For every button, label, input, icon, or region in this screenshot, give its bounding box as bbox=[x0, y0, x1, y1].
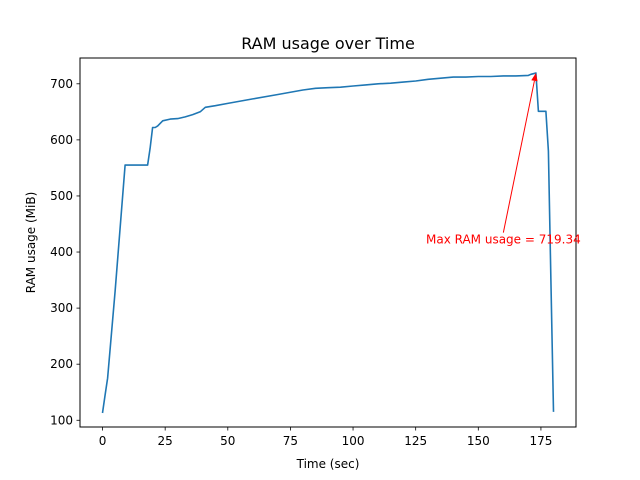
series-line bbox=[101, 72, 555, 414]
annotation-arrow-shaft bbox=[502, 80, 535, 233]
x-tick-label: 150 bbox=[467, 434, 490, 448]
y-tick-label: 600 bbox=[50, 133, 73, 147]
x-tick-label: 175 bbox=[529, 434, 552, 448]
x-tick-label: 25 bbox=[158, 434, 173, 448]
x-axis-label: Time (sec) bbox=[296, 457, 360, 471]
axes-frame bbox=[79, 57, 577, 428]
plot-area bbox=[101, 72, 555, 414]
y-tick-label: 100 bbox=[50, 413, 73, 427]
y-tick-label: 400 bbox=[50, 245, 73, 259]
y-tick-label: 500 bbox=[50, 189, 73, 203]
x-tick-label: 100 bbox=[342, 434, 365, 448]
x-tick-label: 50 bbox=[220, 434, 235, 448]
x-tick-label: 75 bbox=[283, 434, 298, 448]
y-tick-label: 200 bbox=[50, 357, 73, 371]
chart-title: RAM usage over Time bbox=[241, 34, 415, 53]
x-tick-label: 0 bbox=[99, 434, 107, 448]
x-axis-ticks: 0 25 50 75 100 125 150 175 bbox=[99, 427, 552, 448]
annotation-text: Max RAM usage = 719.34 bbox=[426, 233, 581, 247]
annotation-arrow-head bbox=[531, 72, 538, 82]
y-tick-label: 700 bbox=[50, 77, 73, 91]
annotation-layer: Max RAM usage = 719.34 bbox=[426, 72, 581, 247]
y-tick-label: 300 bbox=[50, 301, 73, 315]
y-axis-label: RAM usage (MiB) bbox=[24, 192, 38, 294]
y-axis-ticks: 100 200 300 400 500 600 700 bbox=[50, 77, 80, 427]
x-tick-label: 125 bbox=[404, 434, 427, 448]
